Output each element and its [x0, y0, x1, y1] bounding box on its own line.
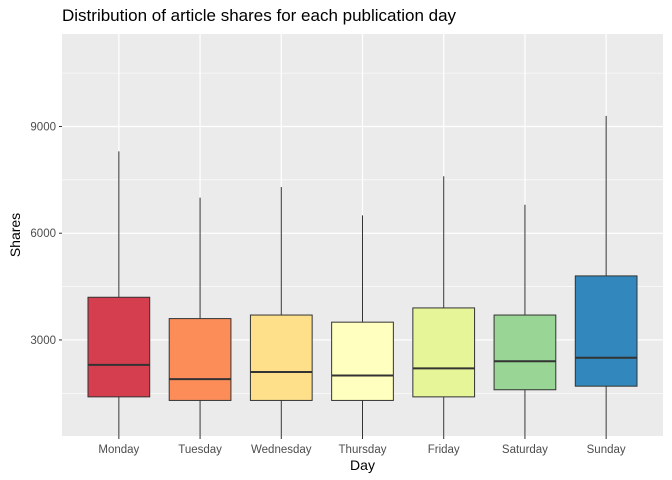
- x-axis-title: Day: [350, 457, 375, 473]
- box-body: [249, 314, 313, 401]
- y-tick-label: 9000: [30, 121, 56, 133]
- x-tick-label-tuesday: Tuesday: [178, 444, 222, 456]
- box-series: [87, 115, 638, 436]
- box-body: [168, 318, 232, 401]
- x-tick-label-wednesday: Wednesday: [251, 444, 312, 456]
- box-sunday: [574, 115, 638, 436]
- box-body: [87, 296, 151, 398]
- chart-title: Distribution of article shares for each …: [62, 6, 457, 25]
- box-wednesday: [249, 186, 313, 436]
- box-monday: [87, 151, 151, 436]
- box-saturday: [493, 204, 557, 436]
- x-tick-label-friday: Friday: [428, 444, 460, 456]
- box-body: [331, 321, 394, 401]
- y-axis-title: Shares: [7, 213, 23, 257]
- y-axis-ticks: 3000 6000 9000: [30, 121, 62, 347]
- x-tick-label-saturday: Saturday: [502, 444, 548, 456]
- x-tick-label-thursday: Thursday: [339, 444, 387, 456]
- y-tick-label: 6000: [30, 228, 56, 240]
- x-tick-label-monday: Monday: [98, 444, 139, 456]
- x-tick-label-sunday: Sunday: [587, 444, 626, 456]
- box-body: [412, 307, 476, 398]
- box-body: [493, 314, 557, 391]
- x-axis-ticks: Monday Tuesday Wednesday Thursday Friday Satu…: [98, 436, 626, 456]
- box-tuesday: [168, 197, 232, 436]
- box-friday: [412, 176, 476, 436]
- box-body: [574, 275, 638, 387]
- y-tick-label: 3000: [30, 335, 56, 347]
- box-thursday: [331, 215, 394, 436]
